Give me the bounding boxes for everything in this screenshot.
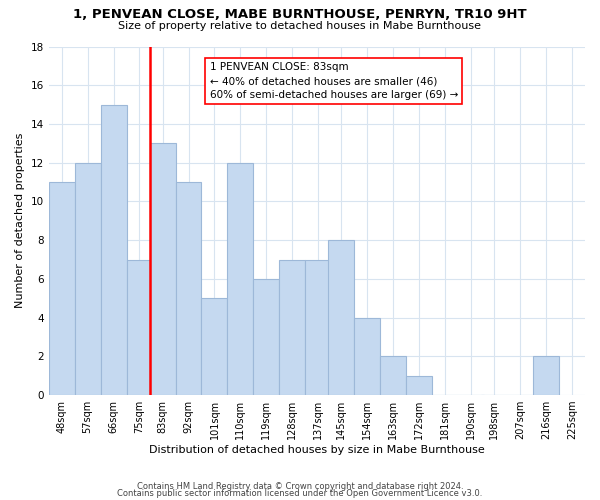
Bar	[49, 182, 74, 395]
Text: Size of property relative to detached houses in Mabe Burnthouse: Size of property relative to detached ho…	[119, 21, 482, 31]
Text: Contains HM Land Registry data © Crown copyright and database right 2024.: Contains HM Land Registry data © Crown c…	[137, 482, 463, 491]
Bar	[280, 260, 305, 395]
Bar	[406, 376, 432, 395]
Bar	[101, 104, 127, 395]
Bar	[253, 279, 280, 395]
X-axis label: Distribution of detached houses by size in Mabe Burnthouse: Distribution of detached houses by size …	[149, 445, 485, 455]
Bar	[176, 182, 202, 395]
Bar	[202, 298, 227, 395]
Bar	[227, 162, 253, 395]
Bar	[533, 356, 559, 395]
Bar	[328, 240, 355, 395]
Y-axis label: Number of detached properties: Number of detached properties	[15, 133, 25, 308]
Bar	[74, 162, 101, 395]
Bar	[149, 144, 176, 395]
Text: 1, PENVEAN CLOSE, MABE BURNTHOUSE, PENRYN, TR10 9HT: 1, PENVEAN CLOSE, MABE BURNTHOUSE, PENRY…	[73, 8, 527, 20]
Text: 1 PENVEAN CLOSE: 83sqm
← 40% of detached houses are smaller (46)
60% of semi-det: 1 PENVEAN CLOSE: 83sqm ← 40% of detached…	[209, 62, 458, 100]
Bar	[127, 260, 152, 395]
Bar	[355, 318, 380, 395]
Bar	[380, 356, 406, 395]
Bar	[305, 260, 331, 395]
Text: Contains public sector information licensed under the Open Government Licence v3: Contains public sector information licen…	[118, 489, 482, 498]
